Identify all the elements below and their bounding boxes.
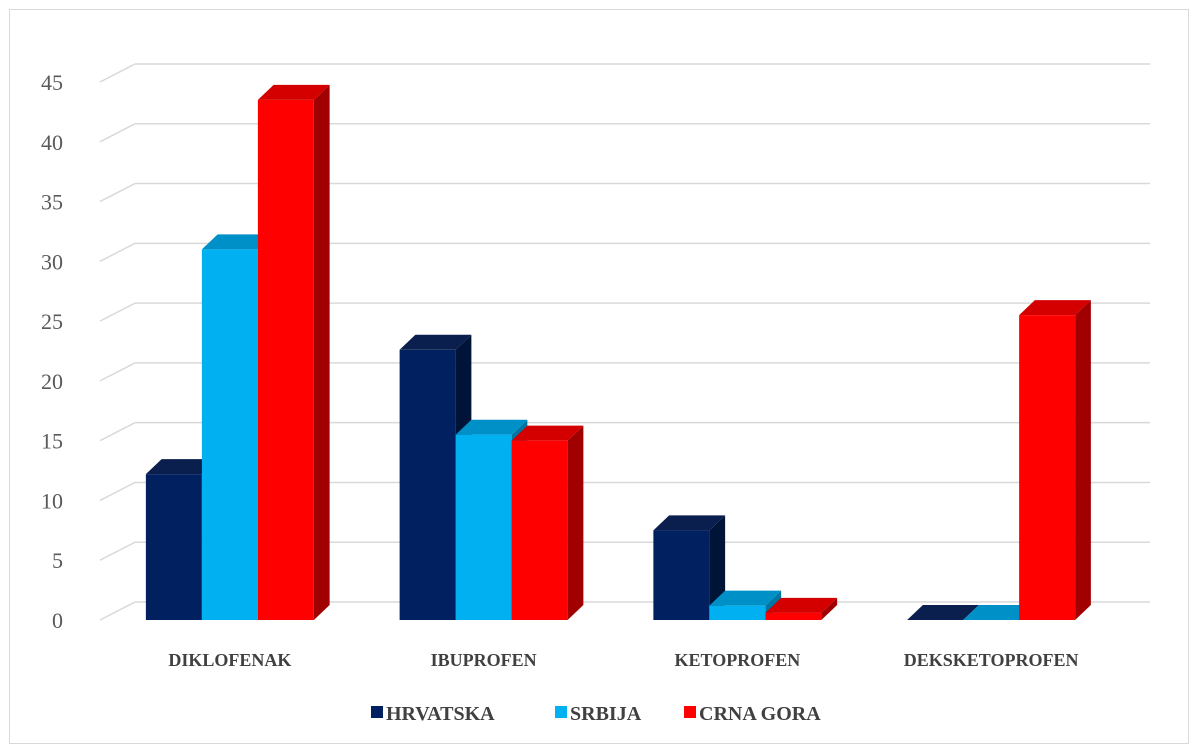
bar-hrvatska-deksketoprofen xyxy=(907,605,979,620)
bar-side xyxy=(567,425,584,620)
bar-crna-gora-deksketoprofen xyxy=(1019,300,1091,620)
gridline-diagonal-5 xyxy=(99,302,136,322)
y-tick-label-0: 0 xyxy=(52,608,63,633)
gridline-diagonal-1 xyxy=(99,541,136,561)
y-tick-label-9: 45 xyxy=(41,70,63,95)
gridline-diagonal-3 xyxy=(99,421,136,442)
bar-top xyxy=(511,425,584,441)
bar-front xyxy=(201,249,258,620)
legend-label: HRVATSKA xyxy=(386,703,495,725)
gridline-diagonal-0 xyxy=(99,601,136,621)
bar-top xyxy=(653,515,726,531)
bar-crna-gora-diklofenak xyxy=(257,84,330,620)
bar-front xyxy=(653,530,710,620)
legend: HRVATSKA SRBIJA CRNA GORA xyxy=(371,703,821,725)
bar-front xyxy=(1019,315,1076,620)
bar-top xyxy=(765,597,838,613)
bar-front xyxy=(511,440,568,620)
bar-top xyxy=(1019,300,1091,316)
bar-top xyxy=(907,605,979,620)
gridline-diagonal-7 xyxy=(99,182,136,203)
bar-front xyxy=(399,349,456,620)
y-tick-label-7: 35 xyxy=(41,190,63,215)
bar-front xyxy=(455,434,512,620)
gridline-diagonal-2 xyxy=(99,481,136,502)
gridline-diagonal-9 xyxy=(99,63,136,83)
bar-top xyxy=(399,334,472,350)
bar-front xyxy=(145,474,202,620)
bar-top xyxy=(709,590,782,606)
bar-top xyxy=(963,605,1035,620)
bar-top xyxy=(257,84,330,100)
legend-item-srbija: SRBIJA xyxy=(555,703,642,725)
legend-item-crna-gora: CRNA GORA xyxy=(684,703,821,725)
y-tick-label-5: 25 xyxy=(41,309,63,334)
y-tick-label-4: 20 xyxy=(41,369,63,394)
bar-side xyxy=(313,84,330,620)
legend-item-hrvatska: HRVATSKA xyxy=(371,703,495,725)
bar-front xyxy=(257,99,314,620)
y-tick-label-2: 10 xyxy=(41,488,63,513)
legend-label: SRBIJA xyxy=(570,703,642,725)
bar-top xyxy=(201,234,274,250)
y-axis-ticks: 0 5 10 15 20 25 30 35 40 45 xyxy=(41,70,63,633)
bars xyxy=(145,84,1091,620)
gridline-diagonal-6 xyxy=(99,242,136,263)
bar-top xyxy=(455,419,528,435)
x-axis-categories: DIKLOFENAK IBUPROFEN KETOPROFEN DEKSKETOPRO… xyxy=(168,650,1078,670)
legend-swatch xyxy=(684,706,696,718)
gridline-diagonal-8 xyxy=(99,123,136,143)
bar-side xyxy=(709,515,726,620)
y-tick-label-6: 30 xyxy=(41,249,63,274)
bar-side xyxy=(1075,300,1091,620)
bar-crna-gora-ketoprofen xyxy=(765,597,838,620)
legend-label: CRNA GORA xyxy=(699,703,821,725)
bar-side xyxy=(821,597,838,620)
legend-swatch xyxy=(371,706,383,718)
x-category-label-1: IBUPROFEN xyxy=(431,650,537,670)
y-tick-label-1: 5 xyxy=(52,548,63,573)
bar-front xyxy=(709,605,766,620)
y-tick-label-8: 40 xyxy=(41,130,63,155)
bar-top xyxy=(145,459,218,475)
legend-swatch xyxy=(555,706,567,718)
x-category-label-2: KETOPROFEN xyxy=(675,650,801,670)
bar-srbija-deksketoprofen xyxy=(963,605,1035,620)
bar-crna-gora-ibuprofen xyxy=(511,425,584,620)
y-tick-label-3: 15 xyxy=(41,429,63,454)
bar-front xyxy=(765,612,822,620)
bar-hrvatska-ketoprofen xyxy=(653,515,726,620)
x-category-label-3: DEKSKETOPROFEN xyxy=(904,650,1079,670)
x-category-label-0: DIKLOFENAK xyxy=(168,650,291,670)
gridline-diagonal-4 xyxy=(99,362,136,382)
